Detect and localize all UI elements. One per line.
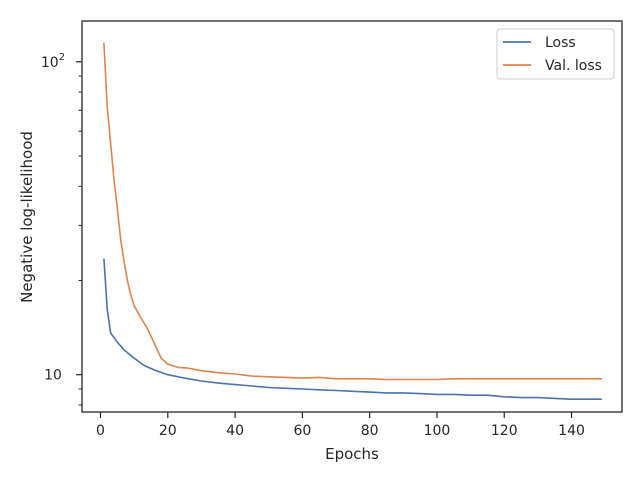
x-tick-label: 0 — [96, 423, 105, 439]
y-tick-label: 102 — [41, 52, 65, 71]
x-tick-label: 100 — [424, 423, 451, 439]
y-tick-label-exponent: 2 — [59, 52, 65, 63]
plot-frame — [81, 20, 623, 413]
series-line-loss — [103, 258, 602, 400]
x-tick-label: 60 — [293, 423, 311, 439]
x-tick-label: 140 — [558, 423, 585, 439]
y-tick-label-base: 10 — [44, 368, 62, 384]
legend: Loss Val. loss — [496, 28, 615, 80]
y-tick-label-base: 10 — [41, 55, 59, 71]
legend-label: Loss — [545, 35, 576, 51]
x-axis-label: Epochs — [325, 445, 379, 463]
x-tick-label: 40 — [226, 423, 244, 439]
y-tick-label: 10 — [44, 368, 62, 384]
legend-label: Val. loss — [545, 58, 602, 74]
x-tick-label: 120 — [491, 423, 518, 439]
x-tick-label: 20 — [159, 423, 177, 439]
y-axis-label: Negative log-likelihood — [18, 131, 36, 303]
x-tick-label: 80 — [361, 423, 379, 439]
series-layer — [103, 42, 602, 400]
series-line-val-loss — [103, 42, 602, 381]
x-axis: 0 20 40 60 80 100 120 140 — [96, 412, 585, 439]
